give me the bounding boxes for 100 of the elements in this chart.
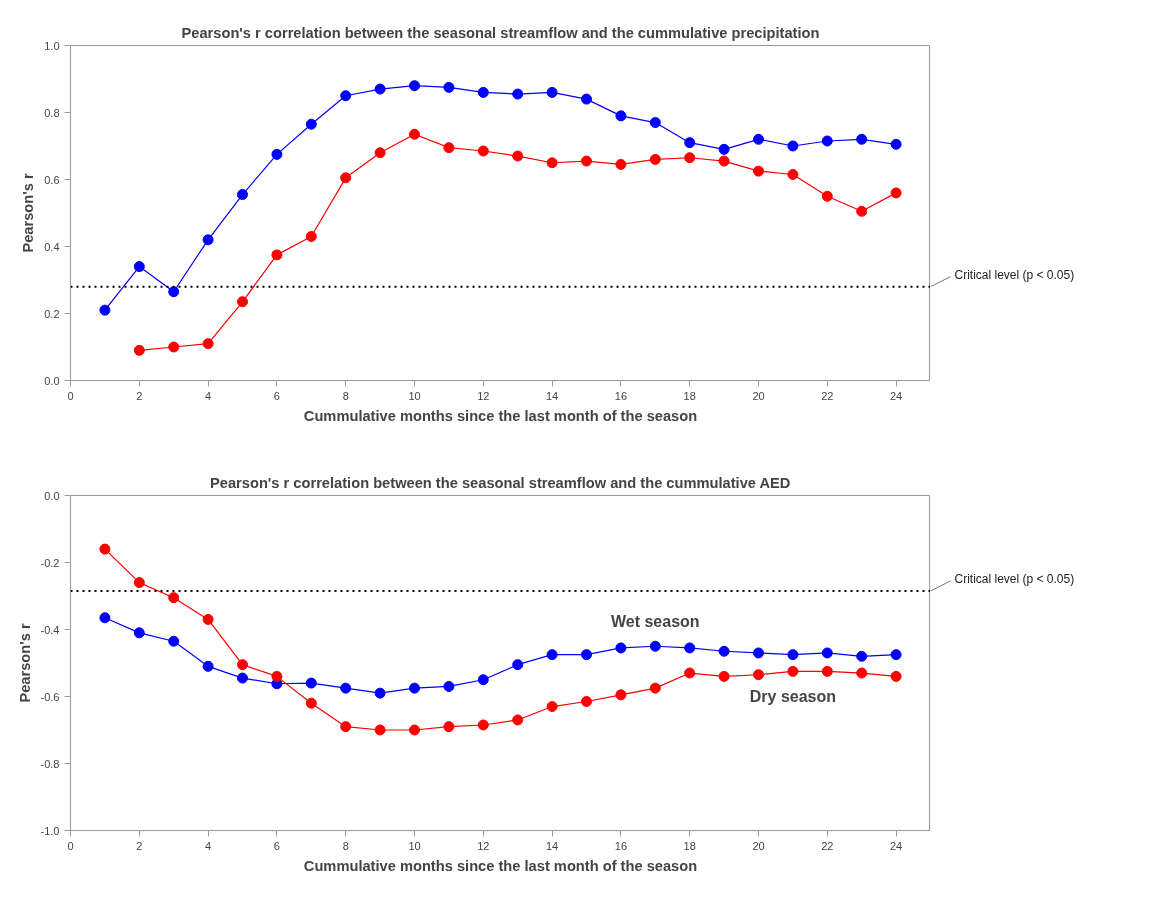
point (443, 721, 455, 733)
point (856, 650, 868, 662)
point (168, 341, 180, 353)
x-tick-label: 4 (205, 389, 212, 402)
point (99, 304, 111, 316)
y-tick-label: -0.2 (40, 556, 60, 569)
y-tick-label: -0.6 (40, 690, 60, 703)
point (512, 714, 524, 726)
y-tick-label: -1.0 (40, 824, 60, 837)
point (133, 577, 145, 589)
point (374, 724, 386, 736)
y-tick-label: 0.4 (44, 240, 60, 253)
point (615, 642, 627, 654)
point (443, 81, 455, 93)
y-tick-label: -0.4 (40, 623, 60, 636)
x-tick-label: 14 (545, 839, 559, 852)
point (409, 724, 420, 736)
point (340, 682, 352, 694)
point (684, 667, 696, 679)
x-tick-label: 4 (205, 839, 212, 852)
point (890, 187, 902, 199)
x-tick-label: 12 (477, 839, 490, 852)
ref-line-label: Critical level (p < 0.05) (954, 572, 1075, 587)
point (718, 645, 730, 657)
y-tick-label: 1.0 (44, 39, 60, 52)
point (409, 128, 420, 140)
point (890, 649, 902, 661)
point (615, 110, 627, 122)
point (305, 677, 317, 689)
x-tick-label: 6 (273, 839, 280, 852)
x-tick-label: 14 (545, 389, 559, 402)
x-tick-label: 20 (752, 389, 765, 402)
point (615, 158, 627, 170)
point (684, 152, 696, 164)
x-tick-label: 24 (889, 389, 903, 402)
point (271, 249, 283, 261)
point (718, 143, 730, 155)
point (237, 659, 248, 671)
point (581, 649, 592, 661)
y-axis-title: Pearson's r (20, 173, 37, 253)
point (202, 338, 214, 350)
point (340, 90, 352, 102)
x-tick-label: 8 (342, 389, 349, 402)
point (753, 165, 764, 177)
point (99, 543, 111, 555)
point (305, 230, 317, 242)
point (305, 697, 317, 709)
point (374, 687, 386, 699)
point (168, 635, 180, 647)
point (512, 150, 524, 162)
point (202, 613, 214, 625)
y-axis-title: Pearson's r (16, 623, 33, 703)
point (615, 689, 627, 701)
point (856, 205, 868, 217)
point (753, 133, 764, 145)
point (546, 649, 558, 661)
point (649, 117, 661, 129)
point (890, 138, 902, 150)
point (409, 682, 420, 694)
series-label: Wet season (610, 613, 700, 631)
point (821, 190, 833, 202)
x-tick-label: 18 (683, 389, 696, 402)
x-tick-label: 2 (136, 839, 143, 852)
point (202, 660, 214, 672)
point (890, 670, 902, 682)
point (133, 261, 145, 273)
point (443, 680, 455, 692)
point (271, 148, 283, 160)
y-tick-label: 0.8 (44, 106, 60, 119)
y-tick-label: 0.0 (44, 489, 60, 502)
point (649, 640, 661, 652)
point (787, 665, 799, 677)
x-tick-label: 8 (342, 839, 349, 852)
point (340, 721, 352, 733)
point (271, 670, 283, 682)
point (443, 142, 455, 154)
point (787, 168, 799, 180)
point (787, 140, 799, 152)
point (512, 659, 524, 671)
point (856, 667, 868, 679)
x-tick-label: 16 (614, 839, 628, 852)
point (477, 719, 489, 731)
point (546, 157, 558, 169)
point (856, 133, 868, 145)
y-tick-label: 0.2 (44, 307, 60, 320)
point (374, 147, 386, 159)
point (753, 647, 764, 659)
point (477, 145, 489, 157)
point (649, 153, 661, 165)
x-tick-label: 12 (477, 389, 490, 402)
point (581, 696, 592, 708)
point (237, 672, 248, 684)
y-tick-label: -0.8 (40, 757, 60, 770)
point (477, 674, 489, 686)
point (99, 612, 111, 624)
point (409, 80, 420, 92)
x-tick-label: 0 (67, 389, 74, 402)
point (753, 669, 764, 681)
series-label: Dry season (749, 688, 837, 706)
point (374, 83, 386, 95)
